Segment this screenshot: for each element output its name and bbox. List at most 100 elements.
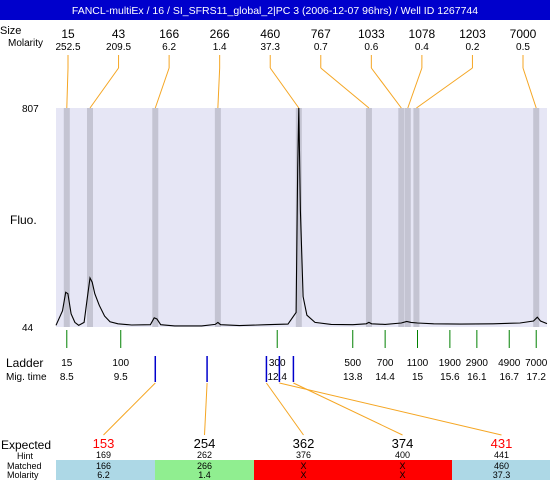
peak-size-label: 7000 [510,27,537,41]
peak-connector [407,67,423,109]
peak-molarity-label: 0.6 [364,42,378,53]
peak-size-label: 43 [112,27,126,41]
peak-molarity-label: 6.2 [162,42,176,53]
expected-connector [293,382,403,436]
hint-value: 400 [395,450,410,460]
ladder-size-label: 7000 [525,358,548,369]
matched-molarity-value: 37.3 [493,470,511,480]
ladder-size-label: 300 [269,358,286,369]
peak-molarity-label: 209.5 [106,42,131,53]
hint-value: 169 [96,450,111,460]
expected-size-label: 362 [293,436,315,451]
ladder-time-label: 15.6 [440,372,460,383]
peak-size-label: 166 [159,27,179,41]
matched-row-label: Matched [7,461,42,471]
matched-value: 266 [197,461,212,471]
peak-band [86,108,93,327]
molarity-row-label: Molarity [8,38,43,49]
matched-molarity-value: X [399,470,405,480]
expected-connector [266,382,304,436]
peak-molarity-label: 0.2 [465,42,479,53]
peak-connector [522,67,537,109]
ladder-time-label: 17.2 [526,372,546,383]
ladder-size-label: 500 [344,358,361,369]
title-bar [0,0,550,20]
peak-connector [269,67,300,109]
peak-band [365,108,372,327]
peak-size-label: 767 [311,27,331,41]
expected-size-label: 254 [194,436,216,451]
expected-size-label: 153 [93,436,115,451]
peak-molarity-label: 1.4 [213,42,227,53]
expected-size-label: 431 [491,436,513,451]
ladder-size-label: 2900 [466,358,489,369]
peak-connector [89,67,119,109]
peak-size-label: 15 [61,27,75,41]
ladder-time-label: 9.5 [114,372,128,383]
peak-molarity-label: 0.5 [516,42,530,53]
ladder-time-label: 16.1 [467,372,487,383]
peak-size-label: 1078 [409,27,436,41]
peak-connector [320,67,370,109]
peak-band [398,108,405,327]
ladder-size-label: 100 [112,358,129,369]
peak-size-label: 266 [210,27,230,41]
peak-band [152,108,159,327]
peak-connector [217,67,221,109]
hint-value: 441 [494,450,509,460]
matched-cell [452,460,550,480]
peak-band [63,108,70,327]
matched-value: 460 [494,461,509,471]
peak-band [533,108,540,327]
ladder-time-label: 15 [412,372,424,383]
matched-cell [155,460,254,480]
matched-molarity-value: 6.2 [97,470,110,480]
molarity-bottom-row-label: Molarity [7,470,39,480]
peak-size-label: 1033 [358,27,385,41]
ladder-time-label: 14.4 [375,372,395,383]
size-row-label: Size [0,25,21,37]
matched-molarity-value: X [300,470,306,480]
ladder-time-label: 16.7 [499,372,519,383]
chart-title: FANCL-multiEx / 16 / SI_SFRS11_global_2|… [72,5,478,17]
peak-molarity-label: 37.3 [260,42,280,53]
peak-molarity-label: 252.5 [55,42,80,53]
matched-value: 166 [96,461,111,471]
y-tick-label: 807 [22,104,39,115]
expected-connector [279,382,502,436]
y-tick-label: 44 [22,323,34,334]
peak-molarity-label: 0.4 [415,42,429,53]
matched-value: X [399,461,405,471]
peak-size-label: 460 [260,27,280,41]
peak-band [295,108,302,327]
peak-band [404,108,411,327]
ladder-size-label: 4900 [498,358,521,369]
matched-cell [353,460,452,480]
ladder-size-label: 15 [61,358,73,369]
peak-size-label: 1203 [459,27,486,41]
hint-value: 262 [197,450,212,460]
matched-cell [56,460,155,480]
expected-row-label: Expected [1,438,51,452]
ladder-time-label: 12.4 [267,372,287,383]
mig-time-row-label: Mig. time [6,372,47,383]
ladder-size-label: 1100 [407,358,429,369]
ladder-time-label: 8.5 [60,372,74,383]
peak-band [413,108,420,327]
expected-size-label: 374 [392,436,414,451]
peak-connector [154,67,170,109]
ladder-time-label: 13.8 [343,372,363,383]
matched-molarity-value: 1.4 [198,470,211,480]
fluorescence-trace [55,107,548,327]
peak-connector [370,67,402,109]
matched-cell [254,460,353,480]
y-axis-label: Fluo. [10,213,37,227]
expected-connector [103,382,156,436]
ladder-size-label: 1900 [439,358,462,369]
hint-value: 376 [296,450,311,460]
peak-band [214,108,221,327]
matched-value: X [300,461,306,471]
hint-row-label: Hint [17,451,34,461]
